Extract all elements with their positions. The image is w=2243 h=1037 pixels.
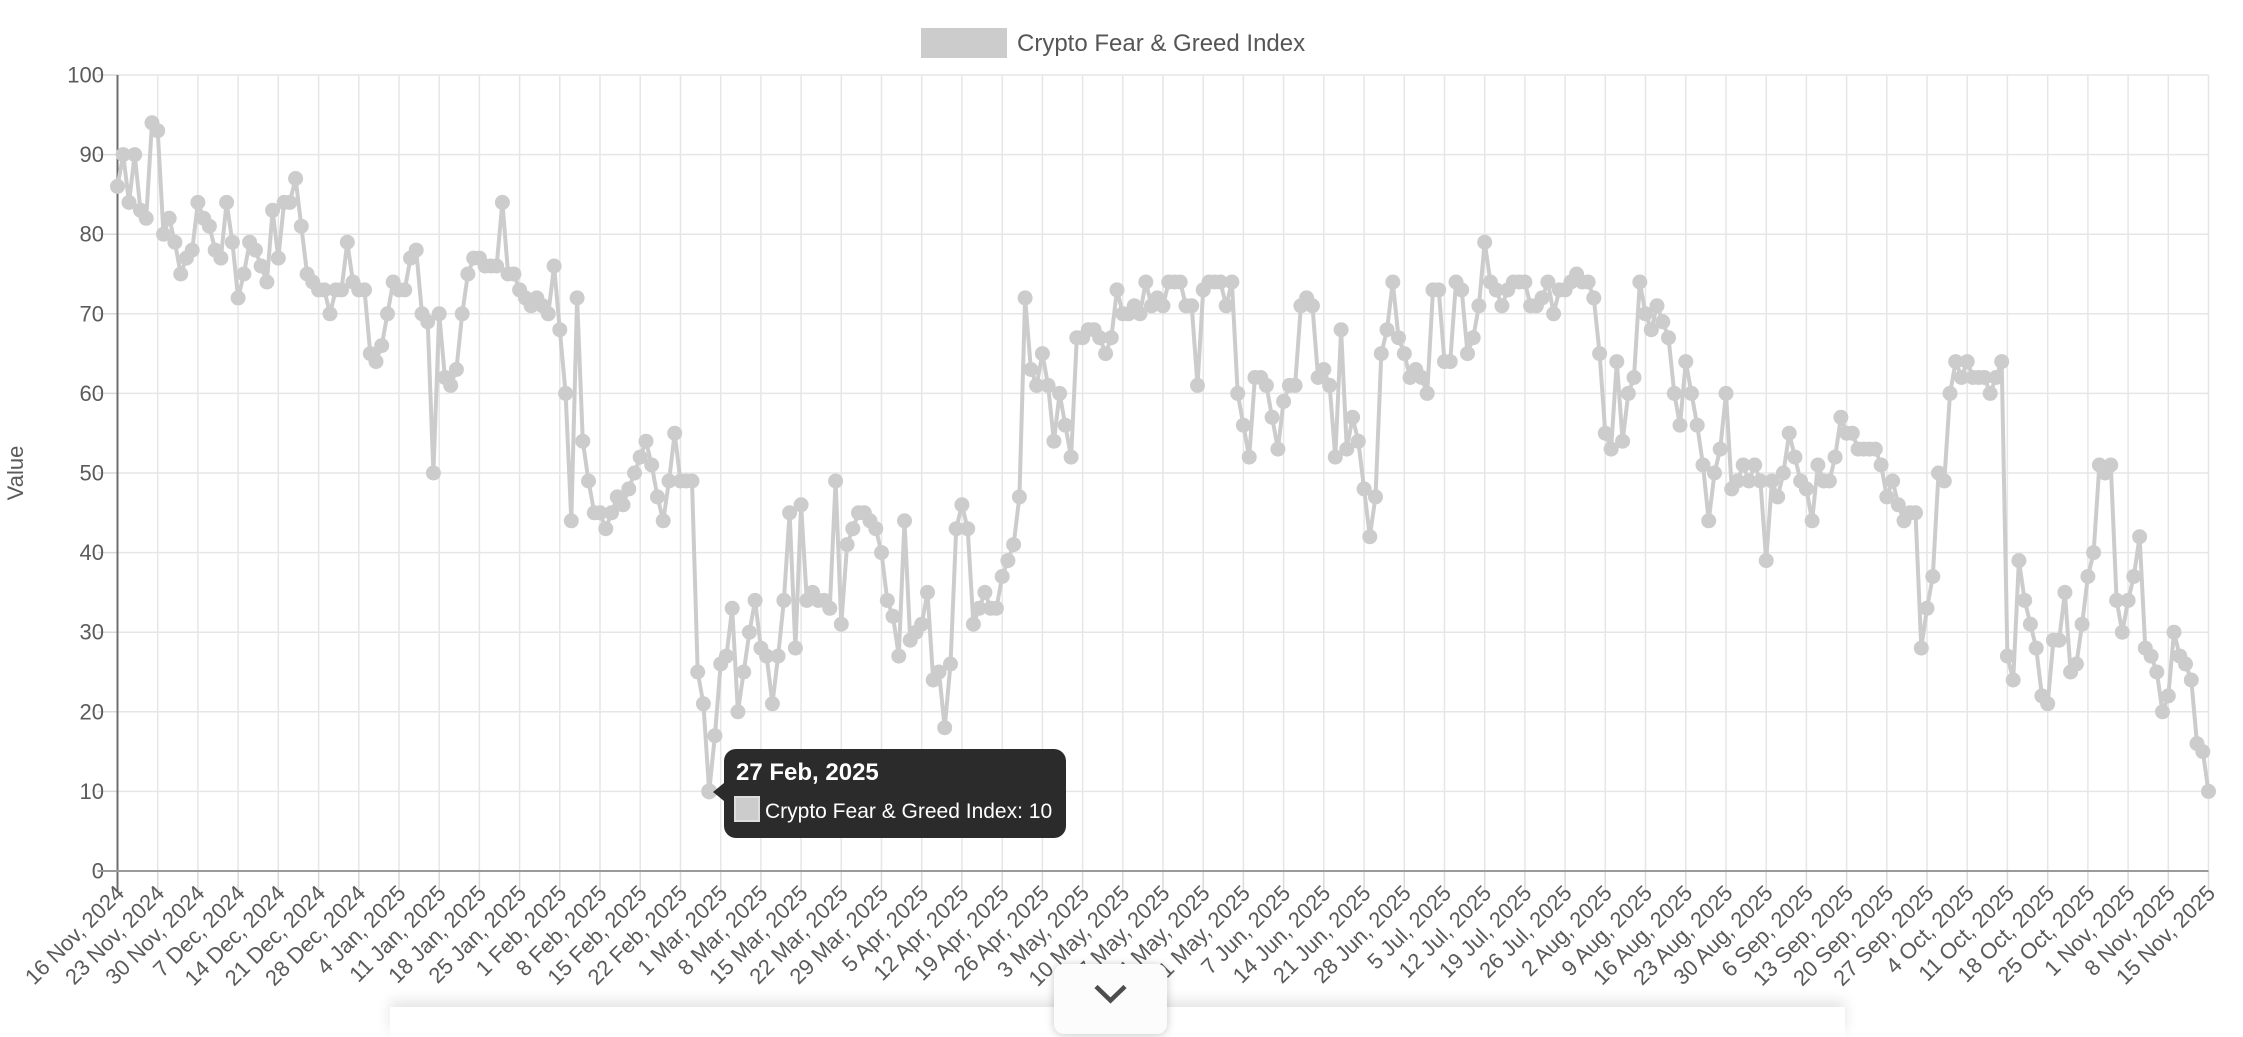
svg-text:90: 90 (80, 142, 104, 167)
svg-text:10: 10 (80, 779, 104, 804)
svg-text:50: 50 (80, 461, 104, 486)
svg-text:Value: Value (3, 446, 28, 501)
svg-text:60: 60 (80, 381, 104, 406)
svg-text:70: 70 (80, 301, 104, 326)
svg-text:20: 20 (80, 699, 104, 724)
svg-text:80: 80 (80, 222, 104, 247)
svg-text:40: 40 (80, 540, 104, 565)
svg-text:30: 30 (80, 620, 104, 645)
svg-text:100: 100 (67, 63, 104, 88)
